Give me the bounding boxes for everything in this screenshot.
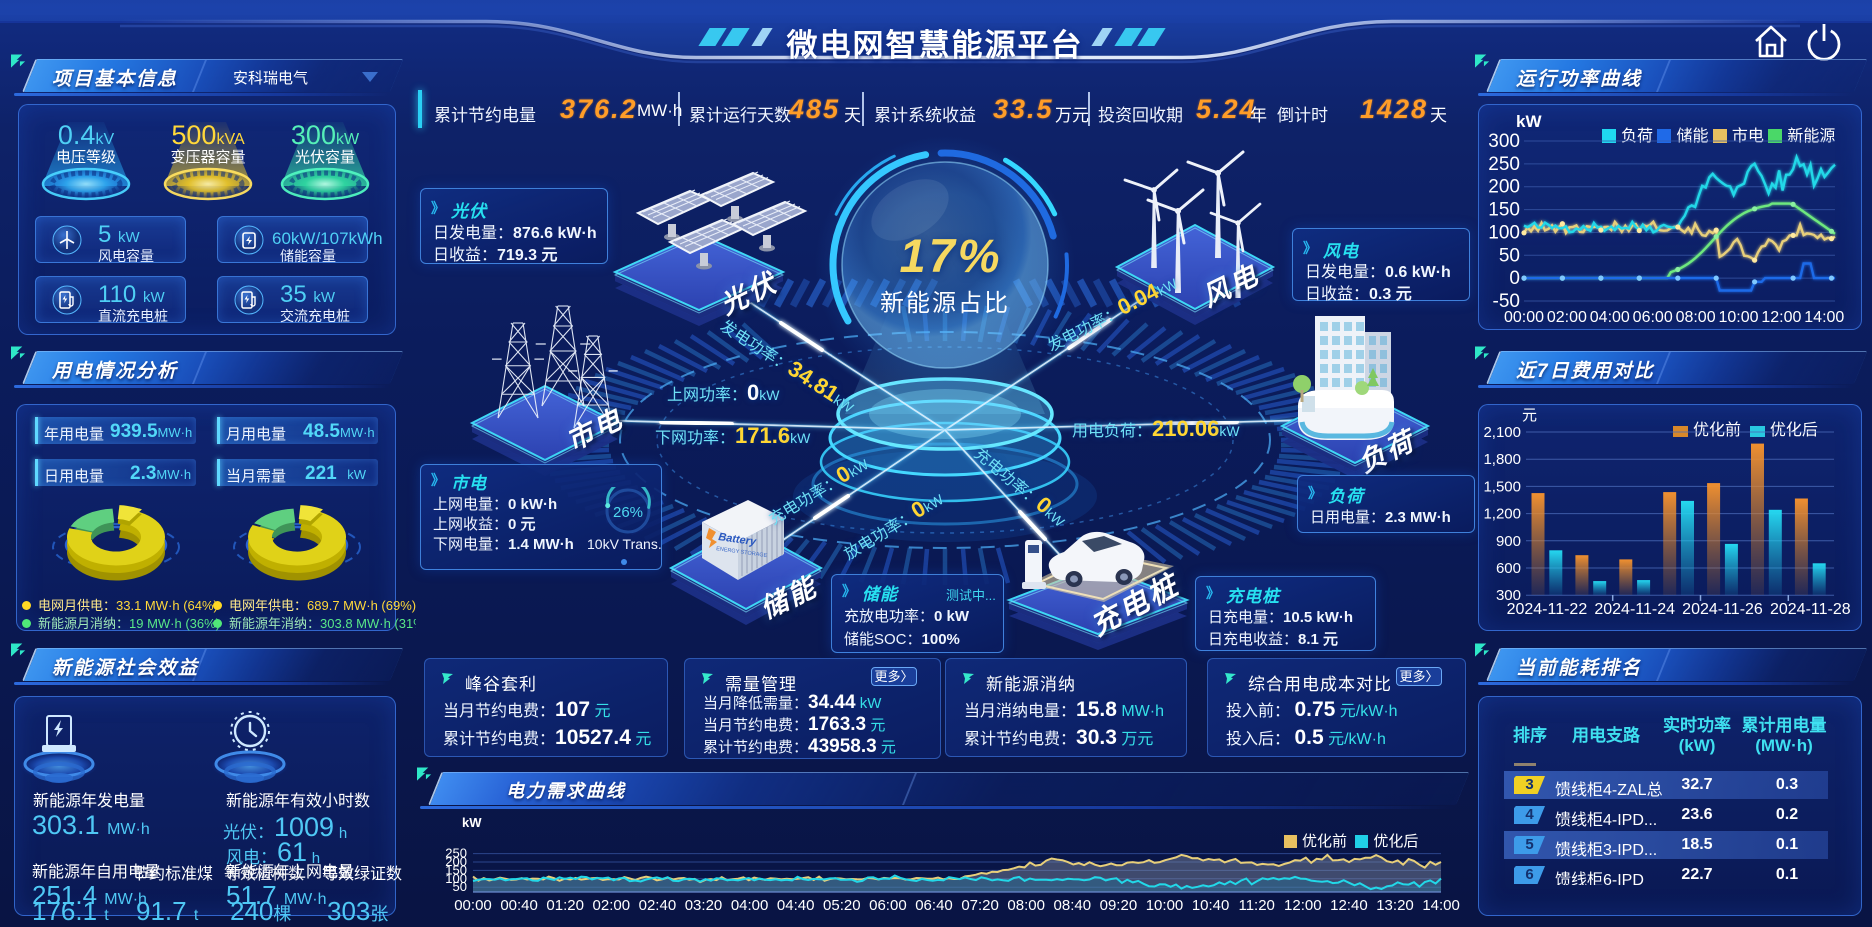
- svg-text:12:40: 12:40: [1330, 897, 1368, 914]
- svg-text:08:00: 08:00: [1676, 309, 1716, 326]
- svg-text:100: 100: [1488, 222, 1520, 243]
- svg-text:04:00: 04:00: [731, 897, 769, 914]
- svg-text:26%: 26%: [613, 504, 643, 521]
- svg-text:02:00: 02:00: [1547, 309, 1587, 326]
- svg-text:00:00: 00:00: [454, 897, 492, 914]
- svg-text:08:40: 08:40: [1054, 897, 1092, 914]
- svg-text:900: 900: [1496, 533, 1521, 550]
- svg-text:14:00: 14:00: [1804, 309, 1844, 326]
- svg-text:1,200: 1,200: [1483, 506, 1521, 523]
- svg-text:2024-11-26: 2024-11-26: [1682, 601, 1763, 618]
- svg-text:Battery: Battery: [718, 531, 758, 548]
- svg-text:02:40: 02:40: [639, 897, 677, 914]
- svg-text:06:00: 06:00: [869, 897, 907, 914]
- svg-text:2024-11-28: 2024-11-28: [1770, 601, 1851, 618]
- svg-text:02:00: 02:00: [593, 897, 631, 914]
- svg-text:50: 50: [1499, 245, 1520, 266]
- svg-text:06:00: 06:00: [1633, 309, 1673, 326]
- svg-text:03:20: 03:20: [685, 897, 723, 914]
- svg-text:04:40: 04:40: [777, 897, 815, 914]
- svg-text:08:00: 08:00: [1007, 897, 1045, 914]
- svg-text:-50: -50: [1493, 291, 1520, 312]
- svg-text:0: 0: [1509, 268, 1520, 289]
- svg-text:04:00: 04:00: [1590, 309, 1630, 326]
- svg-text:300: 300: [1496, 587, 1521, 604]
- svg-text:200: 200: [1488, 177, 1520, 198]
- svg-text:05:20: 05:20: [823, 897, 861, 914]
- svg-text:2,100: 2,100: [1483, 424, 1521, 441]
- svg-text:10:40: 10:40: [1192, 897, 1230, 914]
- svg-text:2024-11-22: 2024-11-22: [1507, 601, 1588, 618]
- svg-text:14:00: 14:00: [1422, 897, 1460, 914]
- svg-text:10:00: 10:00: [1718, 309, 1758, 326]
- svg-text:10:00: 10:00: [1146, 897, 1184, 914]
- svg-text:00:00: 00:00: [1504, 309, 1544, 326]
- svg-text:1,500: 1,500: [1483, 478, 1521, 495]
- svg-text:12:00: 12:00: [1761, 309, 1801, 326]
- svg-text:200: 200: [445, 854, 467, 869]
- svg-text:600: 600: [1496, 560, 1521, 577]
- svg-text:07:20: 07:20: [961, 897, 999, 914]
- svg-text:1,800: 1,800: [1483, 451, 1521, 468]
- svg-text:150: 150: [1488, 200, 1520, 221]
- svg-text:250: 250: [445, 846, 467, 861]
- svg-text:13:20: 13:20: [1376, 897, 1414, 914]
- svg-text:01:20: 01:20: [546, 897, 584, 914]
- svg-text:00:40: 00:40: [500, 897, 538, 914]
- svg-text:250: 250: [1488, 154, 1520, 175]
- svg-text:09:20: 09:20: [1100, 897, 1138, 914]
- svg-text:50: 50: [453, 879, 467, 894]
- svg-text:150: 150: [445, 862, 467, 877]
- svg-text:2024-11-24: 2024-11-24: [1594, 601, 1675, 618]
- svg-text:06:40: 06:40: [915, 897, 953, 914]
- svg-text:300: 300: [1488, 131, 1520, 152]
- svg-text:12:00: 12:00: [1284, 897, 1322, 914]
- svg-text:11:20: 11:20: [1238, 897, 1274, 914]
- svg-text:100: 100: [445, 871, 467, 886]
